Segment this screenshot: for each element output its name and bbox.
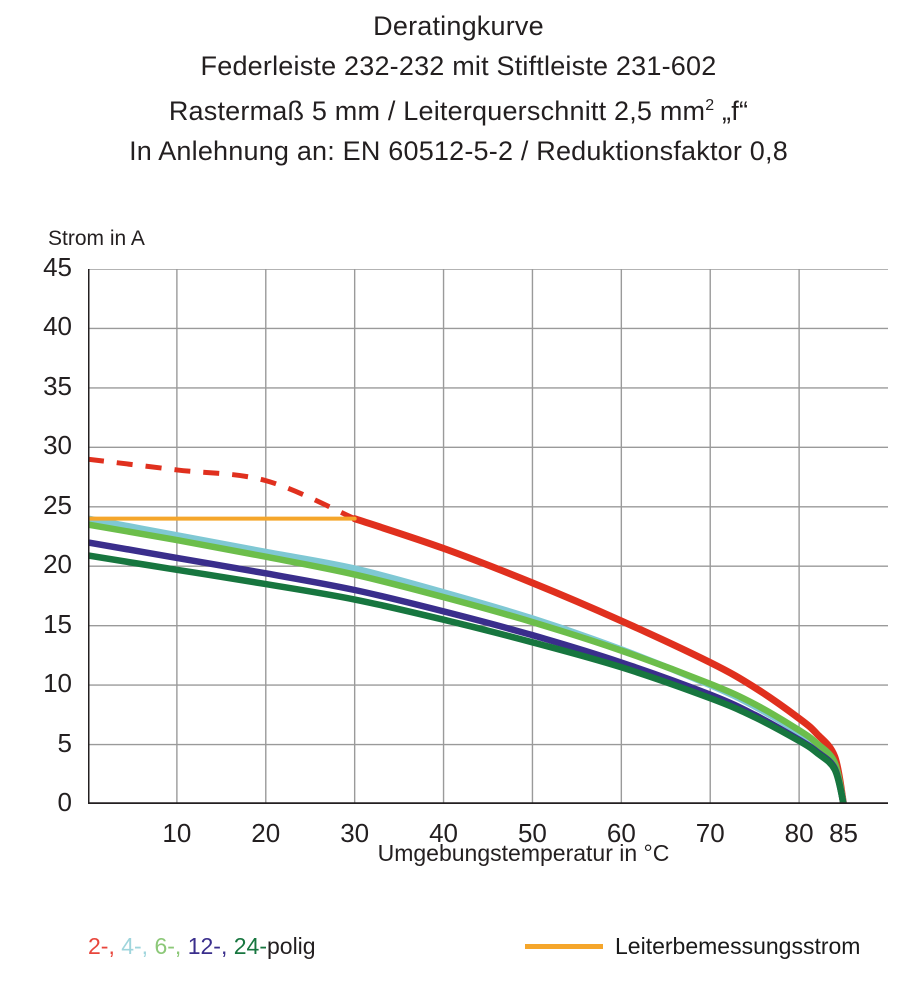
title-line-3-superscript: 2	[705, 97, 715, 114]
legend-part-3: 12-,	[187, 933, 234, 959]
x-tick-label: 70	[695, 818, 725, 848]
y-tick-label: 0	[57, 787, 72, 817]
y-tick-label: 10	[43, 668, 72, 699]
y-tick-label: 45	[43, 252, 72, 282]
series-2-polig-dashed	[88, 456, 356, 521]
title-line-3-text: Rastermaß 5 mm / Leiterquerschnitt 2,5 m…	[168, 96, 706, 126]
title-line-4: In Anlehnung an: EN 60512-5-2 / Reduktio…	[129, 136, 788, 166]
title-line-2: Federleiste 232-232 mit Stiftleiste 231-…	[200, 51, 717, 81]
chart-legend: 2-, 4-, 6-, 12-, 24-polig Leiterbemessun…	[0, 925, 917, 985]
y-tick-label: 35	[43, 370, 72, 401]
plot-frame	[88, 269, 888, 804]
y-tick-label: 20	[43, 549, 72, 580]
series-2-polig-solid	[351, 515, 848, 804]
y-tick-label: 25	[43, 489, 72, 520]
title-line-3-suffix: „f“	[714, 96, 749, 126]
x-tick-label: 50	[517, 818, 547, 848]
x-tick-label: 85	[829, 818, 858, 848]
title-line-1: Deratingkurve	[373, 11, 544, 41]
x-axis-title: Umgebungstemperatur in °C	[377, 840, 670, 866]
chart-area: Strom in A 0 5 10 15 20 25 30 35 40 45 10 20 30 40 50…	[0, 215, 917, 866]
legend-label-rated-current: Leiterbemessungsstrom	[615, 933, 861, 959]
legend-part-0: 2-,	[88, 933, 122, 959]
legend-series-poles: 2-, 4-, 6-, 12-, 24-polig	[88, 933, 316, 960]
title-line-3: Rastermaß 5 mm / Leiterquerschnitt 2,5 m…	[0, 86, 917, 131]
chart-title-block: Deratingkurve Federleiste 232-232 mit St…	[0, 0, 917, 171]
x-tick-label: 40	[429, 818, 458, 848]
x-tick-label: 30	[340, 818, 370, 848]
legend-item-rated-current: Leiterbemessungsstrom	[525, 933, 860, 960]
legend-part-2: 6-,	[154, 933, 188, 959]
legend-part-1: 4-,	[121, 933, 155, 959]
series-6-polig	[88, 521, 847, 804]
series-layer	[88, 456, 848, 804]
y-tick-label: 40	[43, 311, 72, 342]
x-tick-label: 60	[606, 818, 636, 848]
plot-svg	[88, 269, 888, 804]
legend-part-5: polig	[266, 933, 316, 959]
y-axis-title: Strom in A	[48, 227, 145, 250]
gridlines	[88, 269, 888, 804]
y-tick-label: 5	[57, 727, 72, 758]
legend-part-4: 24-	[233, 933, 267, 959]
y-tick-label: 30	[43, 430, 72, 461]
x-tick-label: 10	[162, 818, 192, 848]
legend-swatch-rated-current	[525, 944, 603, 949]
x-tick-label: 80	[784, 818, 814, 848]
y-tick-label: 15	[43, 608, 72, 639]
series-24-polig	[88, 552, 847, 804]
x-tick-label: 20	[251, 818, 281, 848]
